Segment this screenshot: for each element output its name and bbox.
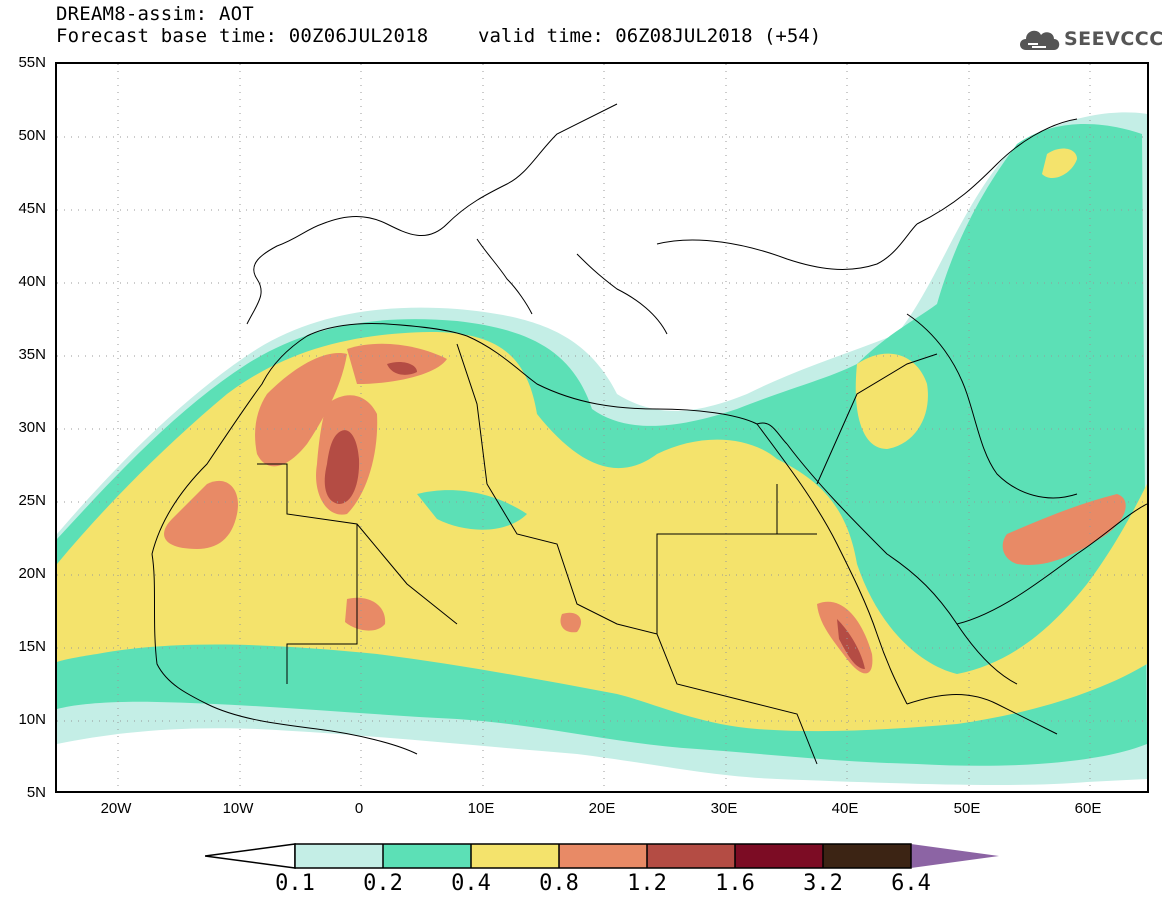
colorbar-label: 0.8 — [539, 871, 579, 896]
lon-label: 10E — [467, 800, 495, 817]
lon-label: 20W — [100, 800, 132, 817]
colorbar-high-arrow — [911, 844, 999, 868]
lat-label: 25N — [18, 492, 46, 509]
colorbar-segment-0.2 — [383, 844, 471, 868]
lon-label: 10W — [222, 800, 254, 817]
lat-label: 10N — [18, 711, 46, 728]
colorbar-segment-0.4 — [471, 844, 559, 868]
colorbar-label: 0.4 — [451, 871, 491, 896]
lon-label: 30E — [710, 800, 738, 817]
aot-colorbar — [205, 843, 999, 869]
colorbar-segment-3.2 — [823, 844, 911, 868]
logo-text: SEEVCCC — [1064, 28, 1164, 50]
colorbar-label: 1.2 — [627, 871, 667, 896]
lat-label: 15N — [18, 638, 46, 655]
seevccc-logo: SEEVCCC — [1016, 24, 1163, 56]
aot-map — [55, 62, 1149, 793]
aot-band-0.8 — [164, 343, 1126, 674]
lon-label: 50E — [953, 800, 981, 817]
colorbar-segment-0.8 — [559, 844, 647, 868]
lat-label: 50N — [18, 127, 46, 144]
forecast-base-time: Forecast base time: 00Z06JUL2018 — [56, 25, 429, 47]
lat-label: 45N — [18, 200, 46, 217]
colorbar-label: 1.6 — [715, 871, 755, 896]
lat-label: 20N — [18, 565, 46, 582]
colorbar-label: 0.2 — [363, 871, 403, 896]
colorbar-label: 6.4 — [891, 871, 931, 896]
lat-label: 5N — [26, 784, 46, 801]
aot-band-1.2 — [324, 361, 865, 669]
lon-label: 40E — [831, 800, 859, 817]
map-title: DREAM8-assim: AOT — [56, 3, 254, 25]
lon-label: 60E — [1074, 800, 1102, 817]
coastlines-borders — [151, 103, 1147, 765]
cloud-icon — [1020, 30, 1060, 50]
colorbar-segment-1.2 — [647, 844, 735, 868]
lat-label: 55N — [18, 54, 46, 71]
valid-time: valid time: 06Z08JUL2018 (+54) — [478, 25, 822, 47]
lon-label: 20E — [588, 800, 616, 817]
colorbar-segment-1.6 — [735, 844, 823, 868]
lat-label: 40N — [18, 273, 46, 290]
colorbar-label: 3.2 — [803, 871, 843, 896]
lat-label: 35N — [18, 346, 46, 363]
lon-label: 0 — [354, 800, 364, 817]
aot-map-canvas — [57, 64, 1147, 791]
colorbar-segment-0.1 — [295, 844, 383, 868]
lat-label: 30N — [18, 419, 46, 436]
colorbar-label: 0.1 — [275, 871, 315, 896]
colorbar-low-arrow — [205, 843, 296, 869]
